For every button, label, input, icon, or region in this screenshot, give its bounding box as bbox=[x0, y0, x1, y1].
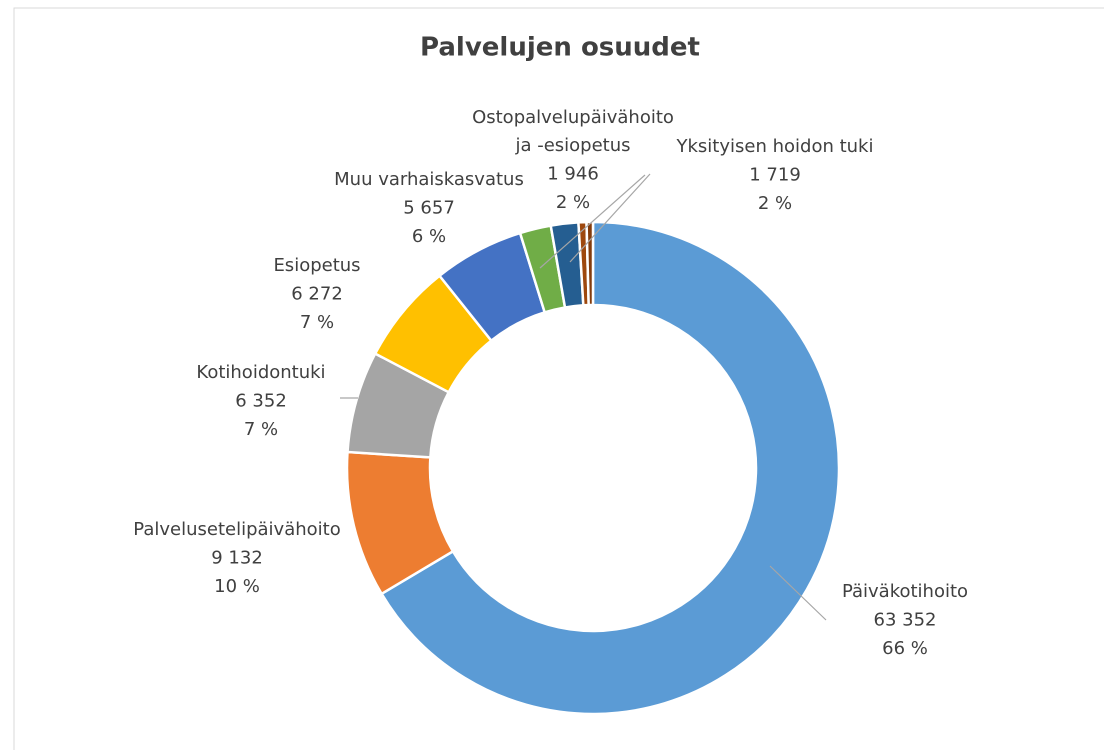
data-label-name: Muu varhaiskasvatus bbox=[334, 169, 524, 190]
data-label-percent: 6 % bbox=[412, 226, 446, 247]
leader-line bbox=[569, 173, 651, 263]
data-label-percent: 7 % bbox=[244, 419, 278, 440]
data-label-name: Yksityisen hoidon tuki bbox=[676, 136, 874, 157]
data-label-value: 1 719 bbox=[749, 165, 801, 186]
data-label-percent: 10 % bbox=[214, 576, 260, 597]
data-label-name: Esiopetus bbox=[273, 255, 360, 276]
data-label-name: Kotihoidontuki bbox=[196, 362, 325, 383]
data-label-value: 6 352 bbox=[235, 391, 287, 412]
data-label-value: 6 272 bbox=[291, 284, 343, 305]
donut-slice bbox=[585, 220, 595, 307]
data-label-name: Päiväkotihoito bbox=[842, 581, 968, 602]
label-line: Ostopalvelupäivähoito bbox=[472, 107, 674, 128]
chart-title: Palvelujen osuudet bbox=[420, 33, 700, 63]
data-label-percent: 7 % bbox=[300, 312, 334, 333]
data-label-name: Palvelusetelipäivähoito bbox=[133, 519, 340, 540]
donut-slice bbox=[379, 220, 841, 716]
data-label-value: 1 946 bbox=[547, 164, 599, 185]
data-label-value: 5 657 bbox=[403, 198, 455, 219]
label-line: ja -esiopetus bbox=[514, 135, 630, 156]
leader-line bbox=[769, 565, 827, 621]
data-label-value: 63 352 bbox=[874, 610, 937, 631]
data-label-value: 9 132 bbox=[211, 548, 263, 569]
data-label-percent: 66 % bbox=[882, 638, 928, 659]
data-label-percent: 2 % bbox=[556, 192, 590, 213]
data-label-percent: 2 % bbox=[758, 193, 792, 214]
leader-line bbox=[539, 174, 646, 269]
data-label-name: Ostopalvelupäivähoito ja -esiopetus bbox=[472, 107, 674, 156]
